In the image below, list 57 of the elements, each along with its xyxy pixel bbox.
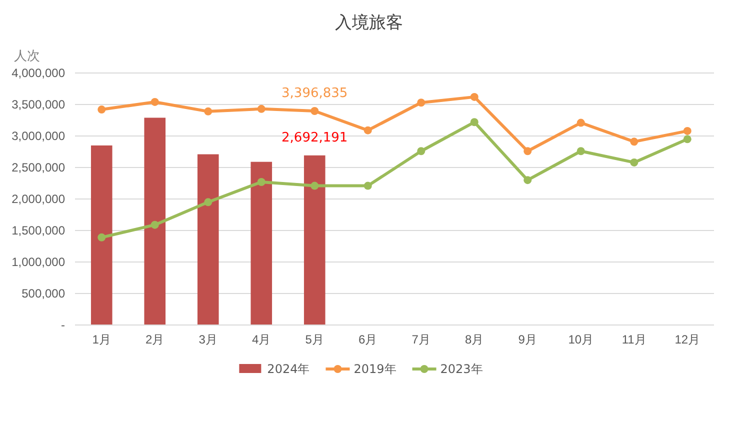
bar bbox=[197, 154, 219, 325]
point bbox=[204, 107, 212, 116]
y-tick-label: 3,000,000 bbox=[12, 128, 66, 143]
point bbox=[98, 233, 106, 242]
y-tick-label: 1,500,000 bbox=[12, 223, 66, 238]
bar bbox=[90, 145, 112, 325]
point bbox=[470, 118, 478, 126]
point bbox=[204, 198, 212, 206]
point bbox=[576, 147, 585, 156]
y-tick-label: 500,000 bbox=[22, 286, 66, 300]
y-axis-title: 人次 bbox=[14, 49, 40, 64]
point bbox=[524, 147, 532, 156]
point bbox=[524, 176, 532, 184]
legend-label: 2019年 bbox=[354, 362, 396, 376]
point bbox=[150, 220, 159, 229]
y-tick-label: 3,500,000 bbox=[12, 97, 66, 112]
x-tick-label: 5月 bbox=[305, 332, 324, 347]
point bbox=[150, 98, 159, 106]
y-tick-label: 4,000,000 bbox=[12, 66, 66, 80]
y-tick-label: 1,000,000 bbox=[12, 254, 66, 269]
point bbox=[310, 182, 319, 190]
point bbox=[364, 126, 372, 134]
x-tick-label: 10月 bbox=[568, 332, 594, 347]
x-tick-label: 9月 bbox=[518, 332, 537, 347]
point bbox=[310, 107, 319, 115]
bar bbox=[250, 162, 272, 325]
legend-label: 2023年 bbox=[440, 362, 483, 376]
point bbox=[364, 182, 372, 190]
x-tick-label: 3月 bbox=[198, 332, 218, 347]
point bbox=[683, 126, 692, 135]
point bbox=[417, 98, 426, 107]
x-tick-label: 7月 bbox=[412, 332, 430, 347]
point bbox=[257, 178, 266, 186]
data-label: 2,692,191 bbox=[282, 130, 348, 146]
point bbox=[98, 106, 106, 114]
point bbox=[630, 158, 638, 166]
data-label: 3,396,835 bbox=[282, 86, 348, 101]
x-tick-label: 1月 bbox=[92, 332, 111, 347]
point bbox=[417, 147, 426, 156]
point bbox=[576, 118, 585, 127]
x-tick-label: 6月 bbox=[358, 332, 378, 347]
x-tick-label: 2月 bbox=[146, 332, 164, 347]
legend-label: 2024年 bbox=[267, 362, 310, 376]
x-tick-label: 11月 bbox=[622, 332, 646, 347]
point bbox=[630, 138, 638, 146]
y-tick-label: - bbox=[61, 318, 65, 332]
bar bbox=[144, 118, 166, 325]
x-tick-label: 12月 bbox=[674, 332, 700, 347]
bar bbox=[304, 155, 326, 325]
y-tick-label: 2,500,000 bbox=[12, 160, 66, 174]
point bbox=[257, 104, 266, 113]
point bbox=[470, 92, 478, 101]
chart-title: 入境旅客 bbox=[335, 13, 403, 33]
x-tick-label: 8月 bbox=[465, 332, 484, 347]
point bbox=[683, 135, 692, 144]
x-tick-label: 4月 bbox=[252, 332, 271, 347]
y-tick-label: 2,000,000 bbox=[12, 192, 66, 206]
